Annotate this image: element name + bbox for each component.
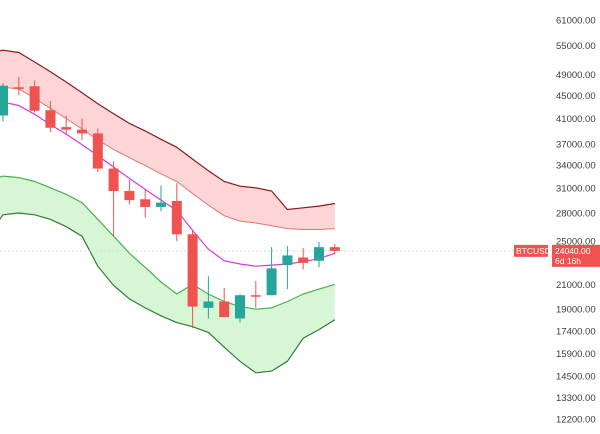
candle-body — [156, 202, 166, 207]
candle — [156, 185, 166, 212]
candle — [77, 118, 87, 140]
last-price-label: 24040.00 — [555, 246, 591, 256]
candle-body — [0, 85, 8, 116]
lower-outer-line — [0, 212, 336, 374]
y-tick-label: 15900.00 — [556, 349, 596, 360]
candle — [266, 247, 277, 296]
symbol-tag — [514, 244, 548, 257]
candle — [29, 80, 40, 113]
y-tick-label: 55000.00 — [556, 41, 596, 52]
candle — [171, 183, 182, 242]
candle-body — [298, 257, 309, 263]
candle — [235, 293, 245, 323]
envelope-bands — [0, 49, 548, 374]
candle — [45, 100, 56, 133]
price-axis: 61000.00 55000.00 49000.00 45000.00 41000.00… — [556, 16, 596, 426]
candle-body — [124, 191, 135, 201]
last-price-tag — [552, 244, 600, 267]
y-tick-label: 28000.00 — [556, 209, 596, 220]
candle — [140, 189, 151, 218]
y-tick-label: 41000.00 — [556, 114, 596, 125]
candle — [187, 229, 198, 329]
price-tag: BTCUSD 24040.00 6d 16h — [514, 244, 600, 267]
candle-body — [282, 255, 293, 266]
upper-outer-line — [0, 49, 335, 211]
candle — [282, 246, 293, 290]
candle — [219, 287, 230, 318]
candle-body — [314, 247, 324, 261]
candle-body — [45, 110, 56, 128]
candles — [0, 76, 340, 329]
candle — [0, 83, 8, 122]
countdown-label: 6d 16h — [555, 256, 581, 266]
candle-body — [92, 133, 103, 169]
y-tick-label: 19000.00 — [556, 305, 596, 316]
candle-body — [140, 199, 151, 207]
y-tick-label: 14500.00 — [556, 372, 596, 383]
candle-body — [108, 168, 119, 192]
upper-band-fill — [0, 50, 335, 230]
candle-body — [77, 129, 87, 134]
candle-body — [187, 234, 198, 307]
y-tick-label: 12200.00 — [556, 415, 596, 426]
candle-body — [235, 295, 245, 319]
candle — [329, 244, 340, 255]
lower-band-fill — [0, 176, 335, 373]
candle — [61, 115, 72, 135]
y-tick-label: 25000.00 — [556, 237, 596, 248]
y-tick-label: 45000.00 — [556, 91, 596, 102]
candle — [13, 76, 24, 96]
candle-body — [329, 247, 340, 251]
upper-inner-line — [0, 86, 335, 230]
candle — [314, 242, 324, 268]
y-tick-label: 31000.00 — [556, 183, 596, 194]
y-tick-label: 17400.00 — [556, 326, 596, 337]
candle — [124, 179, 135, 205]
candle — [108, 161, 119, 237]
candle — [92, 128, 103, 173]
candle-body — [29, 86, 40, 111]
candle-body — [250, 295, 261, 297]
candle-body — [13, 87, 24, 89]
candle-body — [266, 268, 277, 296]
candle — [250, 280, 261, 308]
candle — [298, 248, 309, 270]
y-tick-label: 37000.00 — [556, 139, 596, 150]
candle-body — [219, 301, 230, 318]
y-tick-label: 21000.00 — [556, 280, 596, 291]
y-tick-label: 34000.00 — [556, 160, 596, 171]
symbol-label: BTCUSD — [516, 246, 551, 256]
lower-inner-line — [0, 175, 335, 310]
candle-body — [61, 127, 72, 130]
candle — [203, 276, 214, 319]
candle-body — [203, 301, 214, 308]
y-tick-label: 61000.00 — [556, 16, 596, 27]
y-tick-label: 13300.00 — [556, 393, 596, 404]
candle-body — [171, 200, 182, 235]
y-tick-label: 49000.00 — [556, 70, 596, 81]
